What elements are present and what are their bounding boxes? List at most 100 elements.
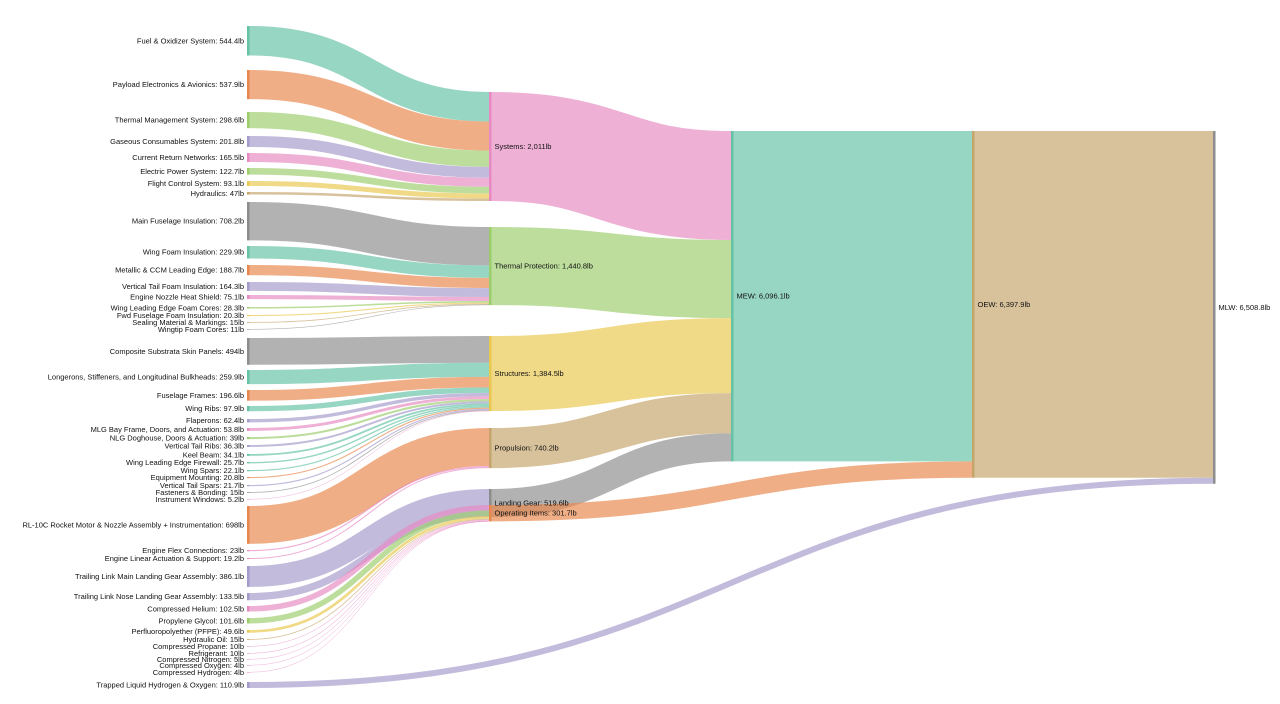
sankey-node-label-fuel: Fuel & Oxidizer System: 544.4lb xyxy=(137,36,244,45)
sankey-node-label-nlg_dog: NLG Doghouse, Doors & Actuation: 39lb xyxy=(110,434,244,443)
sankey-link-nozzle_shield-to-tps xyxy=(249,294,490,302)
sankey-link-keel-to-structures xyxy=(249,403,490,456)
sankey-node-label-fasteners: Fasteners & Bonding: 15lb xyxy=(156,488,244,497)
sankey-node-label-op_items: Operating Items: 301.7lb xyxy=(495,509,577,518)
sankey-link-flaperons-to-structures xyxy=(249,392,490,423)
sankey-node-propane xyxy=(247,646,250,647)
sankey-node-label-n2: Compressed Nitrogen: 5lb xyxy=(157,655,244,664)
sankey-node-o2 xyxy=(247,665,250,666)
sankey-node-label-h2: Compressed Hydrogen: 4lb xyxy=(153,668,244,677)
sankey-node-wing_spars xyxy=(247,470,250,472)
sankey-node-oew xyxy=(972,131,975,478)
sankey-node-rl10c xyxy=(247,506,250,544)
sankey-node-fus_frames xyxy=(247,390,250,401)
sankey-node-label-longerons: Longerons, Stiffeners, and Longitudinal … xyxy=(48,373,244,382)
sankey-node-pfpe xyxy=(247,630,250,633)
sankey-link-refrig-to-op_items xyxy=(249,520,490,654)
sankey-node-structures xyxy=(489,336,492,412)
sankey-node-mlg_bay xyxy=(247,428,250,431)
sankey-node-gas_cons xyxy=(247,136,250,147)
sankey-node-label-flex_conn: Engine Flex Connections: 23lb xyxy=(142,546,244,555)
sankey-node-main_fus_ins xyxy=(247,202,250,241)
sankey-node-flex_conn xyxy=(247,550,250,552)
sankey-node-label-vt_spars: Vertical Tail Spars: 21.7lb xyxy=(160,481,244,490)
sankey-node-label-wle_foam: Wing Leading Edge Foam Cores: 28.3lb xyxy=(111,303,244,312)
sankey-node-n2 xyxy=(247,659,250,660)
sankey-node-trapped xyxy=(247,682,250,689)
sankey-node-label-refrig: Refrigerant: 10lb xyxy=(189,649,244,658)
sankey-node-label-rl10c: RL-10C Rocket Motor & Nozzle Assembly + … xyxy=(22,520,244,529)
sankey-link-main_fus_ins-to-tps xyxy=(249,201,490,266)
sankey-node-tps xyxy=(489,227,492,306)
sankey-node-label-wing_ribs: Wing Ribs: 97.9lb xyxy=(185,404,244,413)
sankey-link-fwd_fus_foam-to-tps xyxy=(249,302,490,317)
sankey-link-nlg_dog-to-structures xyxy=(249,399,490,440)
sankey-link-payload-to-systems xyxy=(249,70,490,151)
sankey-link-hyd-to-systems xyxy=(249,192,490,201)
sankey-link-vt_spars-to-structures xyxy=(249,408,490,487)
sankey-node-landing xyxy=(489,489,492,518)
sankey-link-lin_act-to-propulsion xyxy=(249,467,490,560)
sankey-node-label-skin_panels: Composite Substrata Skin Panels: 494lb xyxy=(110,347,244,356)
sankey-link-landing-to-mew xyxy=(491,433,732,518)
sankey-link-fcs-to-systems xyxy=(249,180,490,199)
sankey-node-wing_foam xyxy=(247,246,250,259)
sankey-node-fwd_fus_foam xyxy=(247,315,250,317)
sankey-node-glycol xyxy=(247,618,250,624)
sankey-node-label-systems: Systems: 2,011lb xyxy=(495,142,552,151)
sankey-node-sealing xyxy=(247,322,250,323)
sankey-node-wle_firewall xyxy=(247,462,250,464)
sankey-node-label-wing_spars: Wing Spars: 22.1lb xyxy=(181,466,244,475)
sankey-node-label-sealing: Sealing Material & Markings: 15lb xyxy=(132,318,244,327)
sankey-link-thermal_mgmt-to-systems xyxy=(249,111,490,167)
sankey-link-ccm_le-to-tps xyxy=(249,265,490,289)
sankey-node-nlg xyxy=(247,593,250,601)
sankey-link-o2-to-op_items xyxy=(249,520,490,666)
sankey-node-label-keel: Keel Beam: 34.1lb xyxy=(183,450,244,459)
sankey-link-crn-to-systems xyxy=(249,152,490,187)
sankey-link-tps-to-mew xyxy=(491,227,732,319)
sankey-node-propulsion xyxy=(489,428,492,469)
sankey-node-nozzle_shield xyxy=(247,295,250,300)
sankey-node-label-he: Compressed Helium: 102.5lb xyxy=(147,604,244,613)
sankey-node-label-propane: Compressed Propane: 10lb xyxy=(153,642,244,651)
sankey-link-n2-to-op_items xyxy=(249,520,490,660)
sankey-node-label-wingtip_foam: Wingtip Foam Cores: 11lb xyxy=(158,325,244,334)
sankey-link-gas_cons-to-systems xyxy=(249,136,490,178)
sankey-node-fcs xyxy=(247,181,250,187)
sankey-node-mlg xyxy=(247,566,250,587)
sankey-link-windows-to-structures xyxy=(249,410,490,500)
sankey-node-systems xyxy=(489,92,492,201)
sankey-link-he-to-op_items xyxy=(249,505,490,612)
sankey-link-longerons-to-structures xyxy=(249,362,490,385)
sankey-link-rl10c-to-propulsion xyxy=(249,428,490,544)
sankey-node-skin_panels xyxy=(247,338,250,365)
sankey-node-keel xyxy=(247,454,250,456)
sankey-node-label-thermal_mgmt: Thermal Management System: 298.6lb xyxy=(115,116,244,125)
sankey-node-mlw xyxy=(1213,131,1216,484)
sankey-link-fus_frames-to-structures xyxy=(249,376,490,401)
sankey-node-label-wing_foam: Wing Foam Insulation: 229.9lb xyxy=(143,248,244,257)
sankey-node-thermal_mgmt xyxy=(247,112,250,129)
sankey-node-label-wle_firewall: Wing Leading Edge Firewall: 25.7lb xyxy=(126,458,244,467)
sankey-link-skin_panels-to-structures xyxy=(249,335,490,365)
sankey-node-crn xyxy=(247,153,250,162)
sankey-link-wing_foam-to-tps xyxy=(249,245,490,278)
sankey-link-flex_conn-to-propulsion xyxy=(249,465,490,552)
sankey-node-vt_spars xyxy=(247,485,250,487)
sankey-node-fuel xyxy=(247,26,250,56)
sankey-node-longerons xyxy=(247,370,250,385)
sankey-node-label-landing: Landing Gear: 519.6lb xyxy=(495,499,569,508)
sankey-node-label-hyd: Hydraulics: 47lb xyxy=(191,189,244,198)
sankey-link-eps-to-systems xyxy=(249,167,490,194)
sankey-link-wing_spars-to-structures xyxy=(249,406,490,472)
sankey-node-lin_act xyxy=(247,558,250,560)
sankey-node-he xyxy=(247,606,250,612)
sankey-link-structures-to-mew xyxy=(491,318,732,412)
sankey-node-ccm_le xyxy=(247,265,250,276)
sankey-link-vt_foam-to-tps xyxy=(249,282,490,297)
sankey-node-vt_ribs xyxy=(247,445,250,447)
sankey-node-equip_mount xyxy=(247,477,250,479)
sankey-link-sealing-to-tps xyxy=(249,303,490,323)
sankey-nodes xyxy=(247,26,1216,689)
